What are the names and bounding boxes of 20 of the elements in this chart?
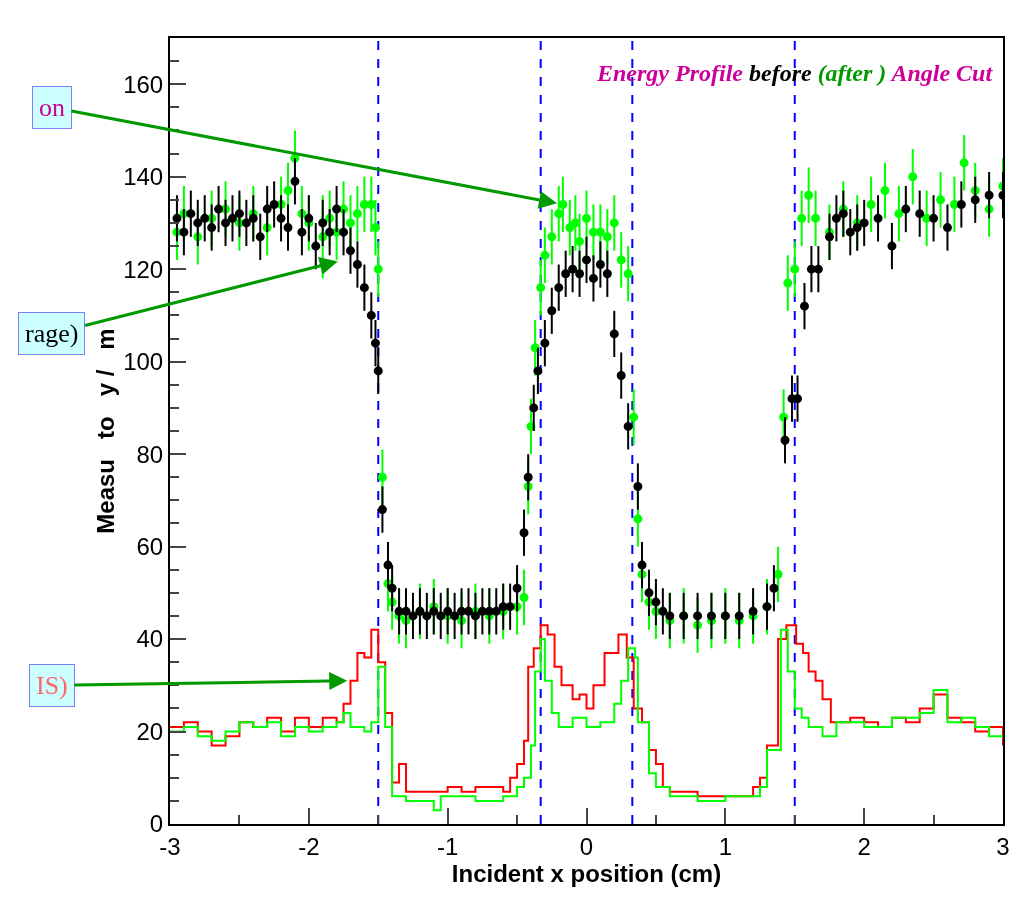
y-tick-label: 100 bbox=[123, 348, 164, 376]
annotation: on bbox=[39, 93, 65, 122]
x-tick-label: 1 bbox=[718, 832, 733, 860]
text: Energy Profile before (after ) Angle Cut bbox=[596, 60, 994, 86]
x-axis-title: Incident x position (cm) bbox=[451, 859, 722, 887]
y-axis-title: Measu to y / m bbox=[91, 328, 119, 534]
y-tick-label: 120 bbox=[123, 255, 164, 283]
y-tick-label: 40 bbox=[136, 625, 164, 653]
x-tick-label: 2 bbox=[857, 832, 871, 860]
y-tick-label: 140 bbox=[123, 163, 164, 191]
x-tick-label: -2 bbox=[298, 832, 320, 860]
x-tick-label: 3 bbox=[996, 832, 1010, 860]
y-tick-label: 60 bbox=[136, 532, 164, 560]
annotation: IS) bbox=[36, 671, 68, 700]
x-tick-label: 0 bbox=[579, 832, 594, 860]
y-tick-label: 80 bbox=[136, 440, 164, 468]
y-tick-label: 160 bbox=[123, 70, 164, 98]
x-tick-label: -1 bbox=[437, 832, 459, 860]
y-tick-label: 20 bbox=[136, 717, 164, 745]
annotation: rage) bbox=[25, 319, 79, 348]
